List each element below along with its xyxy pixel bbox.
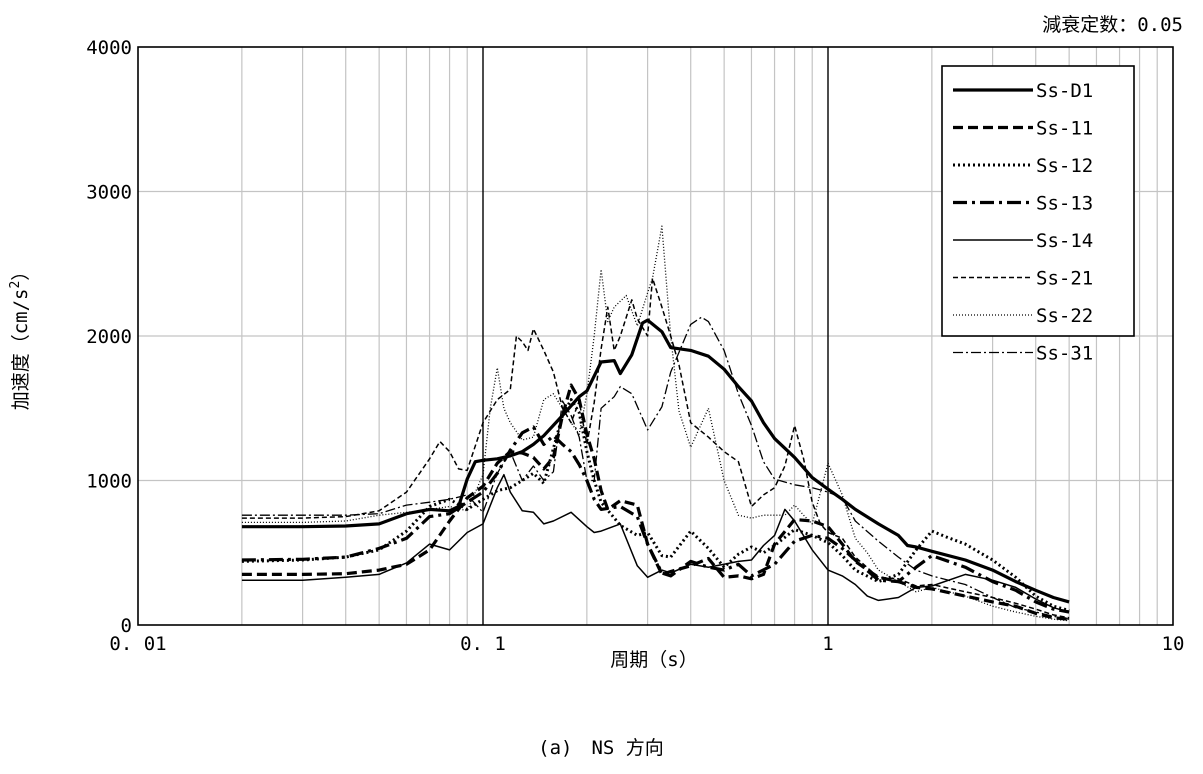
- x-tick-label: 1: [822, 633, 833, 655]
- y-axis-title-main: 加速度（cm/s: [10, 289, 32, 411]
- x-tick-label: 0. 01: [109, 633, 166, 655]
- x-axis-title: 周期（s）: [610, 649, 697, 671]
- series-line-ss-13: [241, 425, 1070, 614]
- legend-label: Ss-11: [1036, 118, 1093, 140]
- plot-frame: [137, 46, 1174, 626]
- y-axis-title-close: ）: [10, 262, 32, 281]
- series-line-ss-d1: [241, 318, 1070, 604]
- legend-label: Ss-14: [1036, 230, 1093, 252]
- legend-label: Ss-12: [1036, 155, 1093, 177]
- x-tick-label: 0. 1: [460, 633, 506, 655]
- legend-label: Ss-21: [1036, 268, 1093, 290]
- damping-label: 減衰定数：0.05: [1042, 14, 1183, 36]
- y-tick-label: 0: [121, 615, 132, 637]
- series-line-ss-11: [241, 383, 1070, 621]
- y-tick-label: 4000: [86, 37, 132, 59]
- y-tick-label: 1000: [86, 471, 132, 493]
- x-axis-ticks: 0. 01 0. 1 1 10: [109, 633, 1184, 655]
- y-axis-ticks: 0 1000 2000 3000 4000: [86, 37, 132, 637]
- legend: Ss-D1 Ss-11 Ss-12 Ss-13 Ss-14 Ss-21 Ss-22 Ss-31: [941, 65, 1135, 365]
- y-tick-label: 2000: [86, 326, 132, 348]
- legend-label: Ss-22: [1036, 305, 1093, 327]
- legend-label: Ss-D1: [1036, 80, 1093, 102]
- y-axis-title: 加速度（cm/s2）: [8, 262, 32, 411]
- series-line-ss-12: [241, 398, 1070, 612]
- series-layer: [241, 225, 1070, 622]
- figure-caption: (a) NS 方向: [538, 737, 664, 759]
- x-tick-label: 10: [1162, 633, 1185, 655]
- legend-label: Ss-13: [1036, 193, 1093, 215]
- y-tick-label: 3000: [86, 182, 132, 204]
- series-line-ss-14: [241, 473, 1070, 613]
- series-line-ss-31: [241, 316, 1070, 620]
- legend-label: Ss-31: [1036, 343, 1093, 365]
- series-line-ss-21: [241, 277, 1070, 619]
- y-axis-title-sup: 2: [8, 281, 23, 289]
